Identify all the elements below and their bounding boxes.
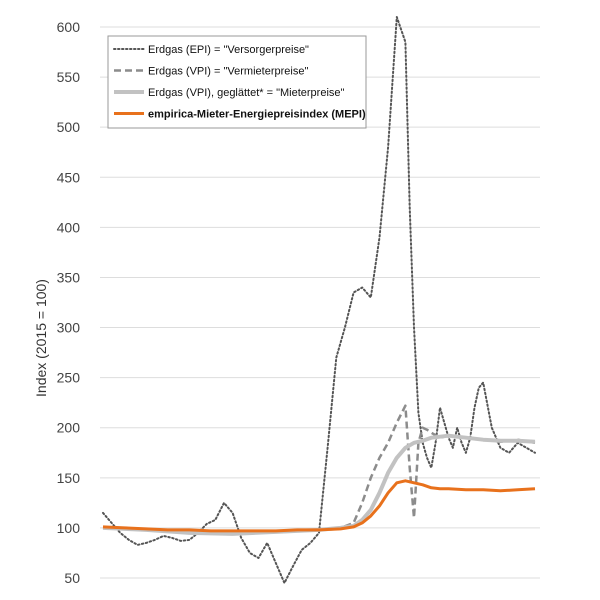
legend-box bbox=[107, 35, 367, 129]
series-line-2 bbox=[102, 404, 536, 534]
series-line-1 bbox=[102, 16, 536, 584]
legend-label: empirica-Mieter-Energiepreisindex (MEPI) bbox=[148, 109, 366, 121]
y-tick-label: 250 bbox=[57, 370, 81, 386]
legend-label: Erdgas (VPI) = "Vermieterpreise" bbox=[148, 66, 308, 78]
y-axis-label: Index (2015 = 100) bbox=[33, 279, 49, 397]
legend: Erdgas (EPI) = "Versorgerpreise" Erdgas (… bbox=[107, 35, 367, 129]
y-tick-label: 400 bbox=[57, 219, 81, 235]
y-axis-ticks: 50 100 150 200 250 300 350 400 450 500 550 600 bbox=[57, 19, 81, 586]
y-tick-label: 150 bbox=[57, 470, 81, 486]
y-tick-label: 600 bbox=[57, 19, 81, 35]
y-tick-label: 450 bbox=[57, 169, 81, 185]
legend-label: Erdgas (VPI), geglättet* = "Mieterpreise… bbox=[148, 87, 345, 99]
y-tick-label: 50 bbox=[64, 570, 80, 586]
y-tick-label: 200 bbox=[57, 420, 81, 436]
legend-label: Erdgas (EPI) = "Versorgerpreise" bbox=[148, 44, 309, 56]
series-line-4 bbox=[102, 479, 536, 533]
y-tick-label: 300 bbox=[57, 320, 81, 336]
y-tick-label: 550 bbox=[57, 69, 81, 85]
series-lines bbox=[102, 16, 536, 584]
y-tick-label: 350 bbox=[57, 269, 81, 285]
y-tick-label: 500 bbox=[57, 119, 81, 135]
y-tick-label: 100 bbox=[57, 520, 81, 536]
series-line-3 bbox=[102, 433, 536, 536]
